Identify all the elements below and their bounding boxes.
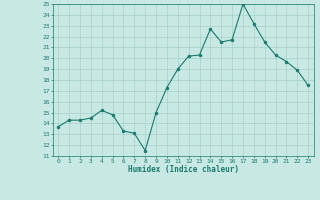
X-axis label: Humidex (Indice chaleur): Humidex (Indice chaleur) (128, 165, 239, 174)
